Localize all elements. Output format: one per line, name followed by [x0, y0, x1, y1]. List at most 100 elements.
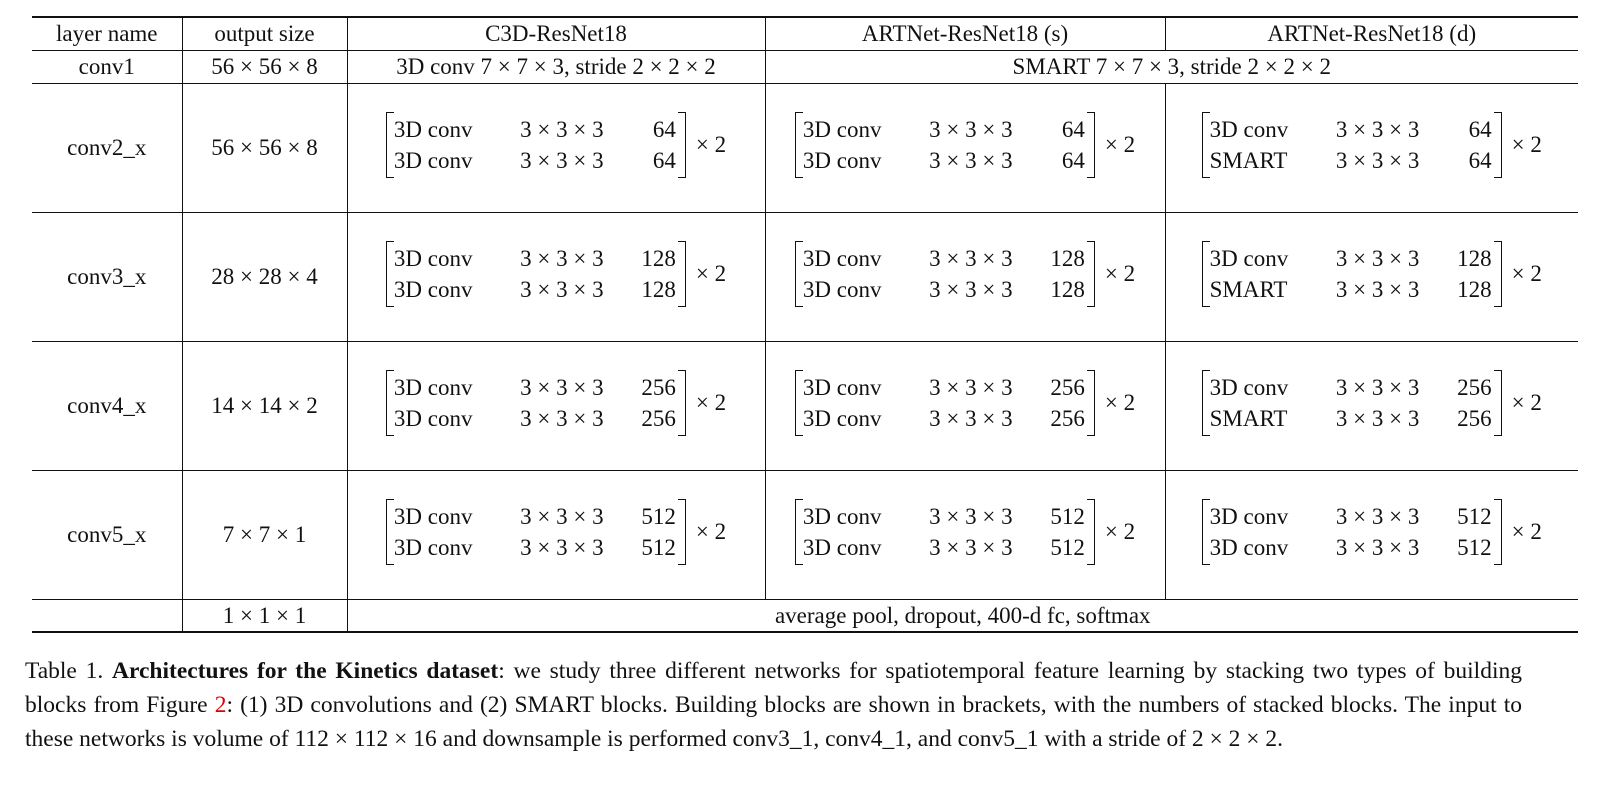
block-line: 3D conv 3 × 3 × 3 512 — [803, 532, 1087, 563]
kernel-size: 3 × 3 × 3 — [520, 375, 604, 400]
block-line: 3D conv 3 × 3 × 3 256 — [394, 403, 678, 434]
kernel-size: 3 × 3 × 3 — [929, 375, 1013, 400]
c3d-block-cell: 3D conv 3 × 3 × 3 512 3D conv 3 × 3 × 3 512 × … — [346, 470, 765, 600]
block-lines: 3D conv 3 × 3 × 3 256 3D conv 3 × 3 × 3 256 — [803, 372, 1087, 434]
channels: 256 — [1457, 375, 1492, 400]
layer-op: 3D conv — [1209, 246, 1289, 271]
block-multiplier: × 2 — [695, 390, 727, 415]
channels: 128 — [641, 246, 676, 271]
left-bracket — [385, 241, 394, 307]
building-block: 3D conv 3 × 3 × 3 256 3D conv 3 × 3 × 3 256 × … — [385, 370, 727, 436]
layer-op: 3D conv — [393, 535, 473, 560]
header-artnet-s: ARTNet-ResNet18 (s) — [764, 16, 1165, 51]
layer-op: 3D conv — [802, 535, 882, 560]
kernel-size: 3 × 3 × 3 — [929, 246, 1013, 271]
channels: 512 — [1457, 535, 1492, 560]
channels: 256 — [1457, 406, 1492, 431]
layer-op: 3D conv — [802, 406, 882, 431]
output-size-cell: 14 × 14 × 2 — [181, 341, 347, 471]
header-output-size: output size — [181, 16, 347, 51]
left-bracket — [1201, 241, 1210, 307]
building-block: 3D conv 3 × 3 × 3 64 SMART 3 × 3 × 3 64 × 2 — [1201, 112, 1542, 178]
block-lines: 3D conv 3 × 3 × 3 64 3D conv 3 × 3 × 3 64 — [394, 114, 678, 176]
block-multiplier: × 2 — [695, 132, 727, 157]
channels: 256 — [641, 406, 676, 431]
artnet-d-block-cell: 3D conv 3 × 3 × 3 512 3D conv 3 × 3 × 3 512 × … — [1164, 470, 1578, 600]
block-line: 3D conv 3 × 3 × 3 512 — [394, 501, 678, 532]
header-artnet-d: ARTNet-ResNet18 (d) — [1164, 16, 1578, 51]
kernel-size: 3 × 3 × 3 — [1335, 148, 1420, 173]
right-bracket — [1086, 370, 1095, 436]
table-row-conv2-x: conv2_x 56 × 56 × 8 3D conv 3 × 3 × 3 64 3D c… — [32, 83, 1578, 213]
block-line: 3D conv 3 × 3 × 3 512 — [394, 532, 678, 563]
caption-label: Table 1. — [25, 657, 104, 684]
layer-op: 3D conv — [802, 117, 882, 142]
caption-text-1: : we study three different networks for … — [25, 657, 1522, 718]
c3d-block-cell: 3D conv 3 × 3 × 3 128 3D conv 3 × 3 × 3 128 × … — [346, 212, 765, 342]
channels: 512 — [641, 504, 676, 529]
architecture-table: layer name output size C3D-ResNet18 ARTN… — [32, 16, 1578, 633]
c3d-block-cell: 3D conv 3 × 3 × 3 64 3D conv 3 × 3 × 3 64 × 2 — [346, 83, 765, 213]
building-block: 3D conv 3 × 3 × 3 128 3D conv 3 × 3 × 3 128 × … — [385, 241, 727, 307]
kernel-size: 3 × 3 × 3 — [929, 406, 1013, 431]
layer-op: 3D conv — [393, 504, 473, 529]
artnet-conv1-cell: SMART 7 × 7 × 3, stride 2 × 2 × 2 — [764, 50, 1578, 84]
right-bracket — [677, 241, 686, 307]
kernel-size: 3 × 3 × 3 — [520, 406, 604, 431]
kernel-size: 3 × 3 × 3 — [929, 535, 1013, 560]
kernel-size: 3 × 3 × 3 — [929, 148, 1013, 173]
header-layer-name: layer name — [32, 16, 182, 51]
block-lines: 3D conv 3 × 3 × 3 256 SMART 3 × 3 × 3 256 — [1210, 372, 1494, 434]
layer-op: 3D conv — [393, 406, 473, 431]
channels: 256 — [1050, 375, 1085, 400]
channels: 256 — [1050, 406, 1085, 431]
block-multiplier: × 2 — [695, 519, 727, 544]
kernel-size: 3 × 3 × 3 — [1335, 535, 1420, 560]
right-bracket — [1493, 499, 1502, 565]
table-row-conv3-x: conv3_x 28 × 28 × 4 3D conv 3 × 3 × 3 128 3D … — [32, 212, 1578, 342]
channels: 128 — [1457, 277, 1492, 302]
kernel-size: 3 × 3 × 3 — [1335, 277, 1420, 302]
block-line: SMART 3 × 3 × 3 256 — [1210, 403, 1494, 434]
layer-op: 3D conv — [802, 246, 882, 271]
block-line: SMART 3 × 3 × 3 128 — [1210, 274, 1494, 305]
right-bracket — [1086, 499, 1095, 565]
left-bracket — [385, 370, 394, 436]
layer-op: 3D conv — [393, 246, 473, 271]
block-line: 3D conv 3 × 3 × 3 512 — [803, 501, 1087, 532]
block-lines: 3D conv 3 × 3 × 3 512 3D conv 3 × 3 × 3 512 — [1210, 501, 1494, 563]
output-size-cell: 1 × 1 × 1 — [181, 599, 347, 633]
caption-text-2: : (1) 3D convolutions and (2) SMART bloc… — [25, 691, 1522, 752]
kernel-size: 3 × 3 × 3 — [520, 535, 604, 560]
kernel-size: 3 × 3 × 3 — [520, 246, 604, 271]
channels: 64 — [1061, 148, 1085, 173]
right-bracket — [1493, 241, 1502, 307]
layer-op: 3D conv — [1209, 504, 1289, 529]
block-line: 3D conv 3 × 3 × 3 512 — [1210, 532, 1494, 563]
block-lines: 3D conv 3 × 3 × 3 512 3D conv 3 × 3 × 3 512 — [394, 501, 678, 563]
kernel-size: 3 × 3 × 3 — [1335, 504, 1420, 529]
layer-op: 3D conv — [802, 504, 882, 529]
table-row-conv4-x: conv4_x 14 × 14 × 2 3D conv 3 × 3 × 3 256 3D … — [32, 341, 1578, 471]
caption-title: Architectures for the Kinetics dataset — [112, 657, 499, 684]
table-caption: Table 1. Architectures for the Kinetics … — [25, 654, 1522, 756]
layer-name-cell: conv4_x — [32, 341, 182, 471]
channels: 64 — [1061, 117, 1085, 142]
figure-link[interactable]: 2 — [214, 691, 227, 718]
building-block: 3D conv 3 × 3 × 3 512 3D conv 3 × 3 × 3 512 × … — [794, 499, 1135, 565]
building-block: 3D conv 3 × 3 × 3 256 SMART 3 × 3 × 3 256 × 2 — [1201, 370, 1542, 436]
kernel-size: 3 × 3 × 3 — [1335, 375, 1420, 400]
kernel-size: 3 × 3 × 3 — [520, 504, 604, 529]
block-lines: 3D conv 3 × 3 × 3 64 3D conv 3 × 3 × 3 64 — [803, 114, 1087, 176]
artnet-s-block-cell: 3D conv 3 × 3 × 3 128 3D conv 3 × 3 × 3 128 × … — [764, 212, 1165, 342]
table-header-row: layer name output size C3D-ResNet18 ARTN… — [32, 16, 1578, 51]
block-multiplier: × 2 — [695, 261, 727, 286]
block-lines: 3D conv 3 × 3 × 3 64 SMART 3 × 3 × 3 64 — [1210, 114, 1494, 176]
layer-op: 3D conv — [802, 375, 882, 400]
block-lines: 3D conv 3 × 3 × 3 256 3D conv 3 × 3 × 3 256 — [394, 372, 678, 434]
artnet-s-block-cell: 3D conv 3 × 3 × 3 512 3D conv 3 × 3 × 3 512 × … — [764, 470, 1165, 600]
layer-op: 3D conv — [802, 148, 882, 173]
table-row-final: 1 × 1 × 1 average pool, dropout, 400-d f… — [32, 599, 1578, 633]
c3d-conv1-cell: 3D conv 7 × 7 × 3, stride 2 × 2 × 2 — [346, 50, 765, 84]
block-lines: 3D conv 3 × 3 × 3 128 SMART 3 × 3 × 3 128 — [1210, 243, 1494, 305]
